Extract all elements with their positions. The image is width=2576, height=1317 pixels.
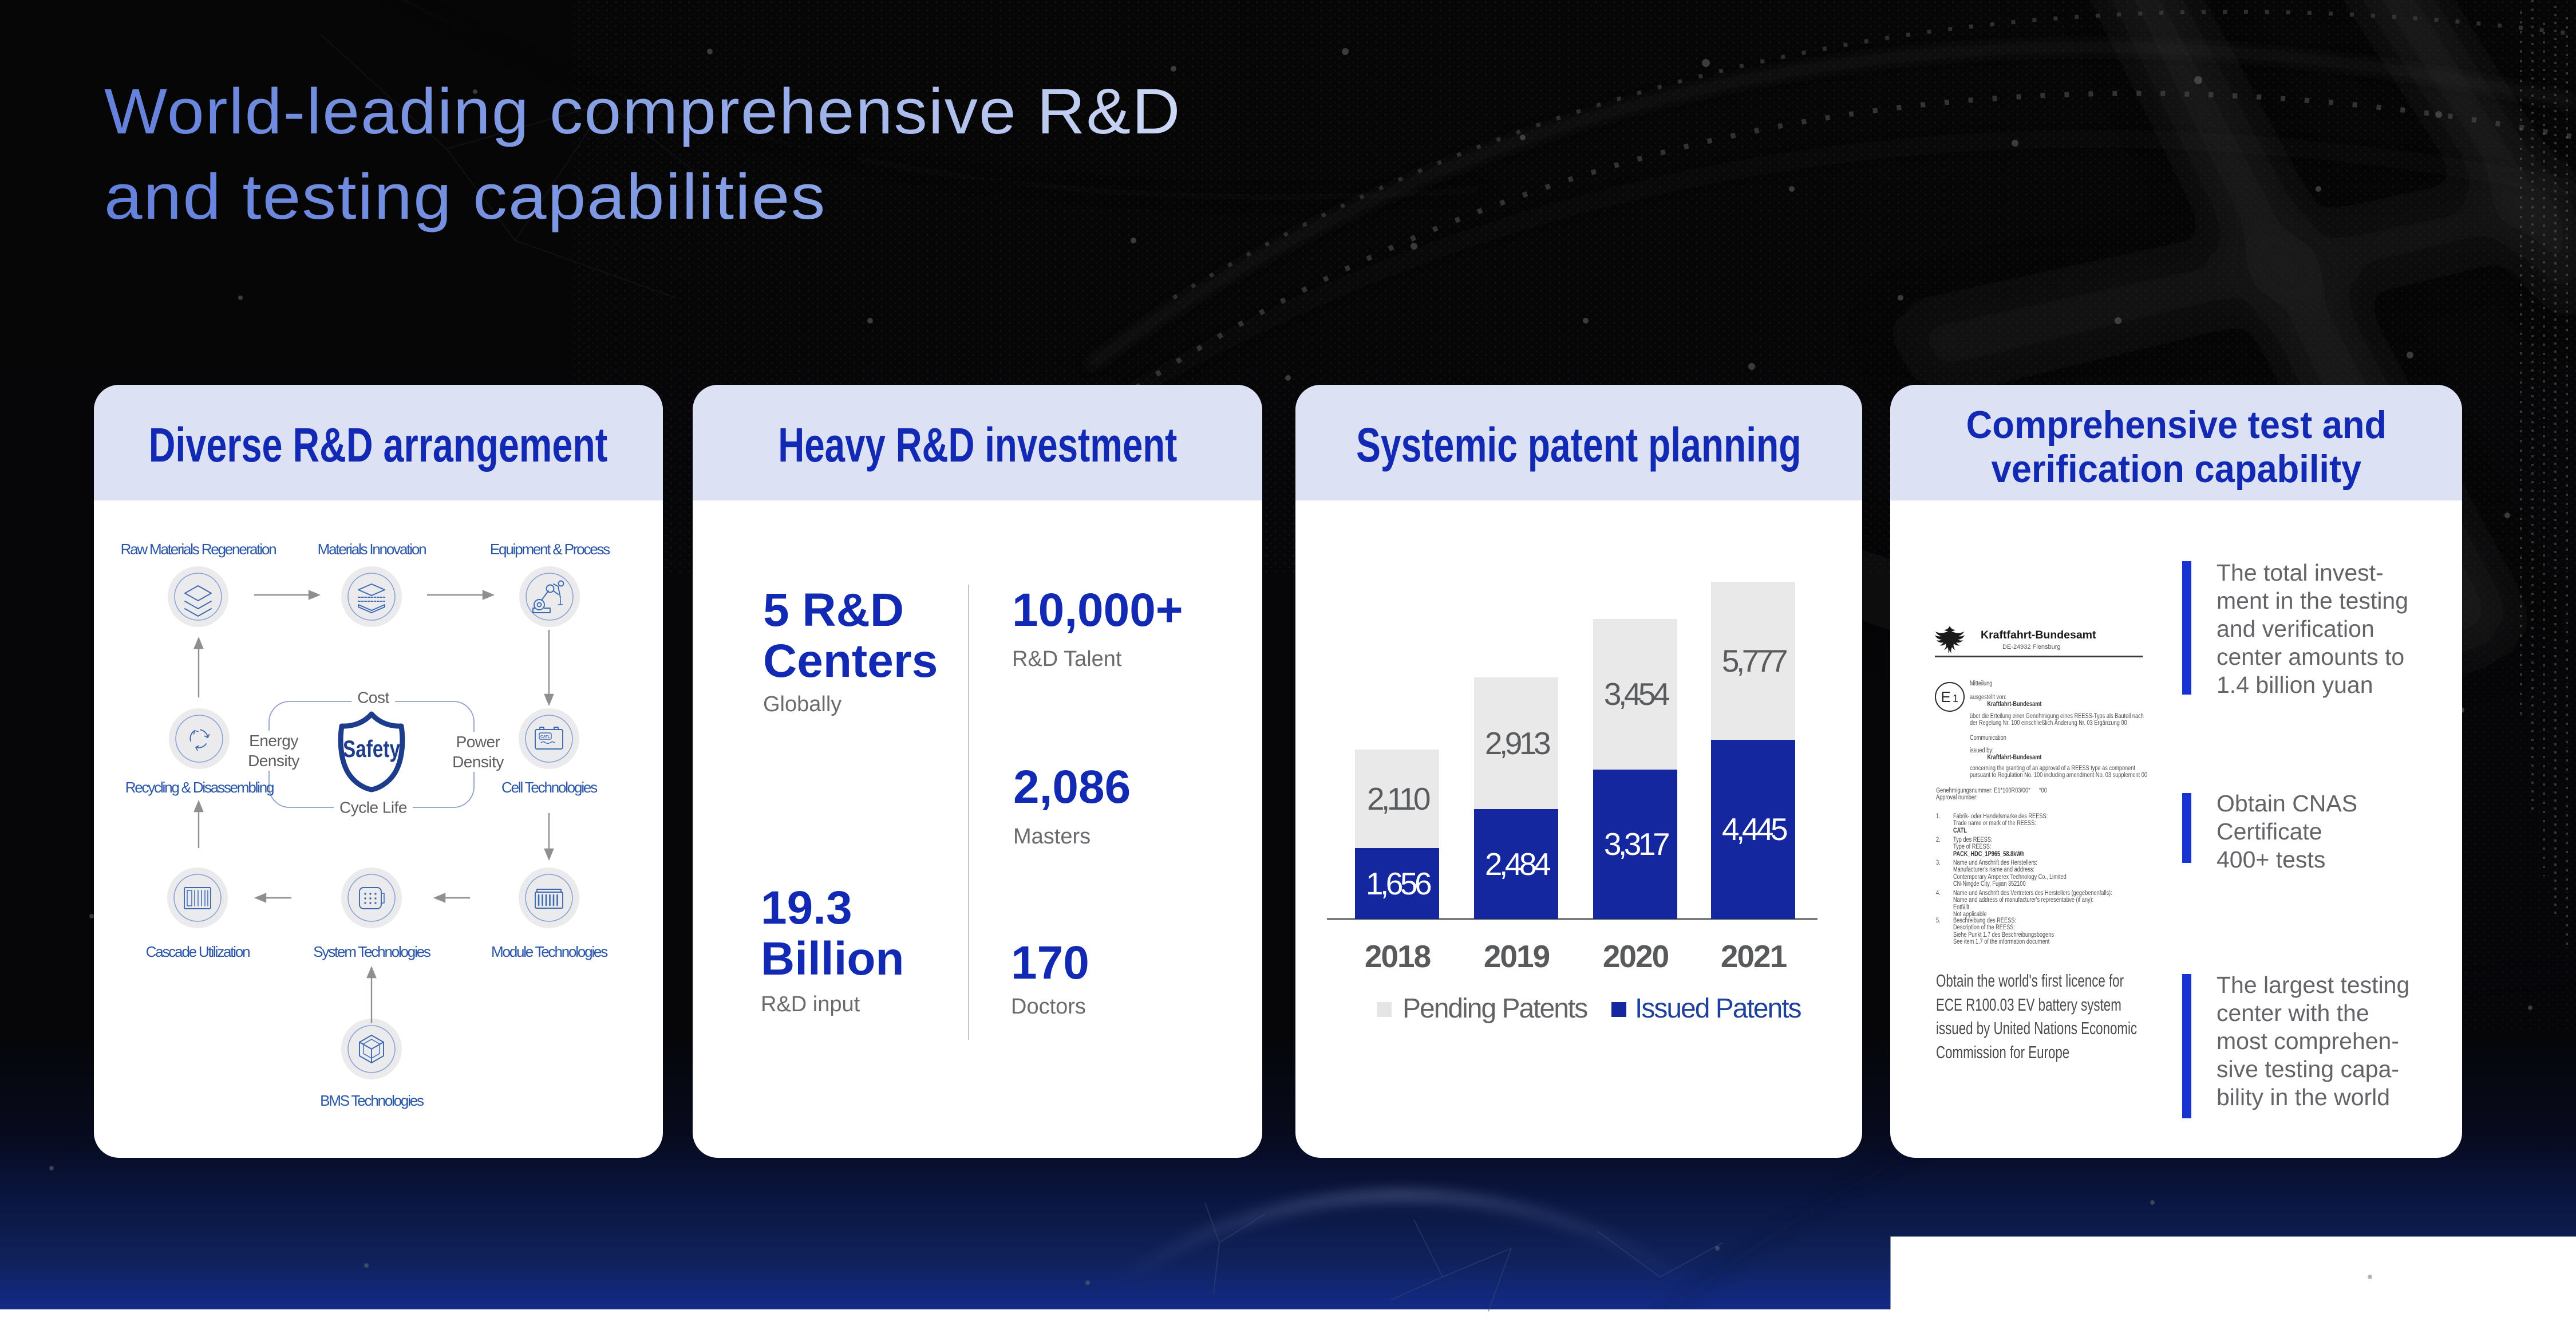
svg-text:E: E bbox=[1941, 688, 1950, 705]
svg-text:CATL: CATL bbox=[540, 735, 550, 739]
svg-text:Safety: Safety bbox=[343, 735, 401, 762]
svg-text:1: 1 bbox=[1953, 693, 1958, 704]
